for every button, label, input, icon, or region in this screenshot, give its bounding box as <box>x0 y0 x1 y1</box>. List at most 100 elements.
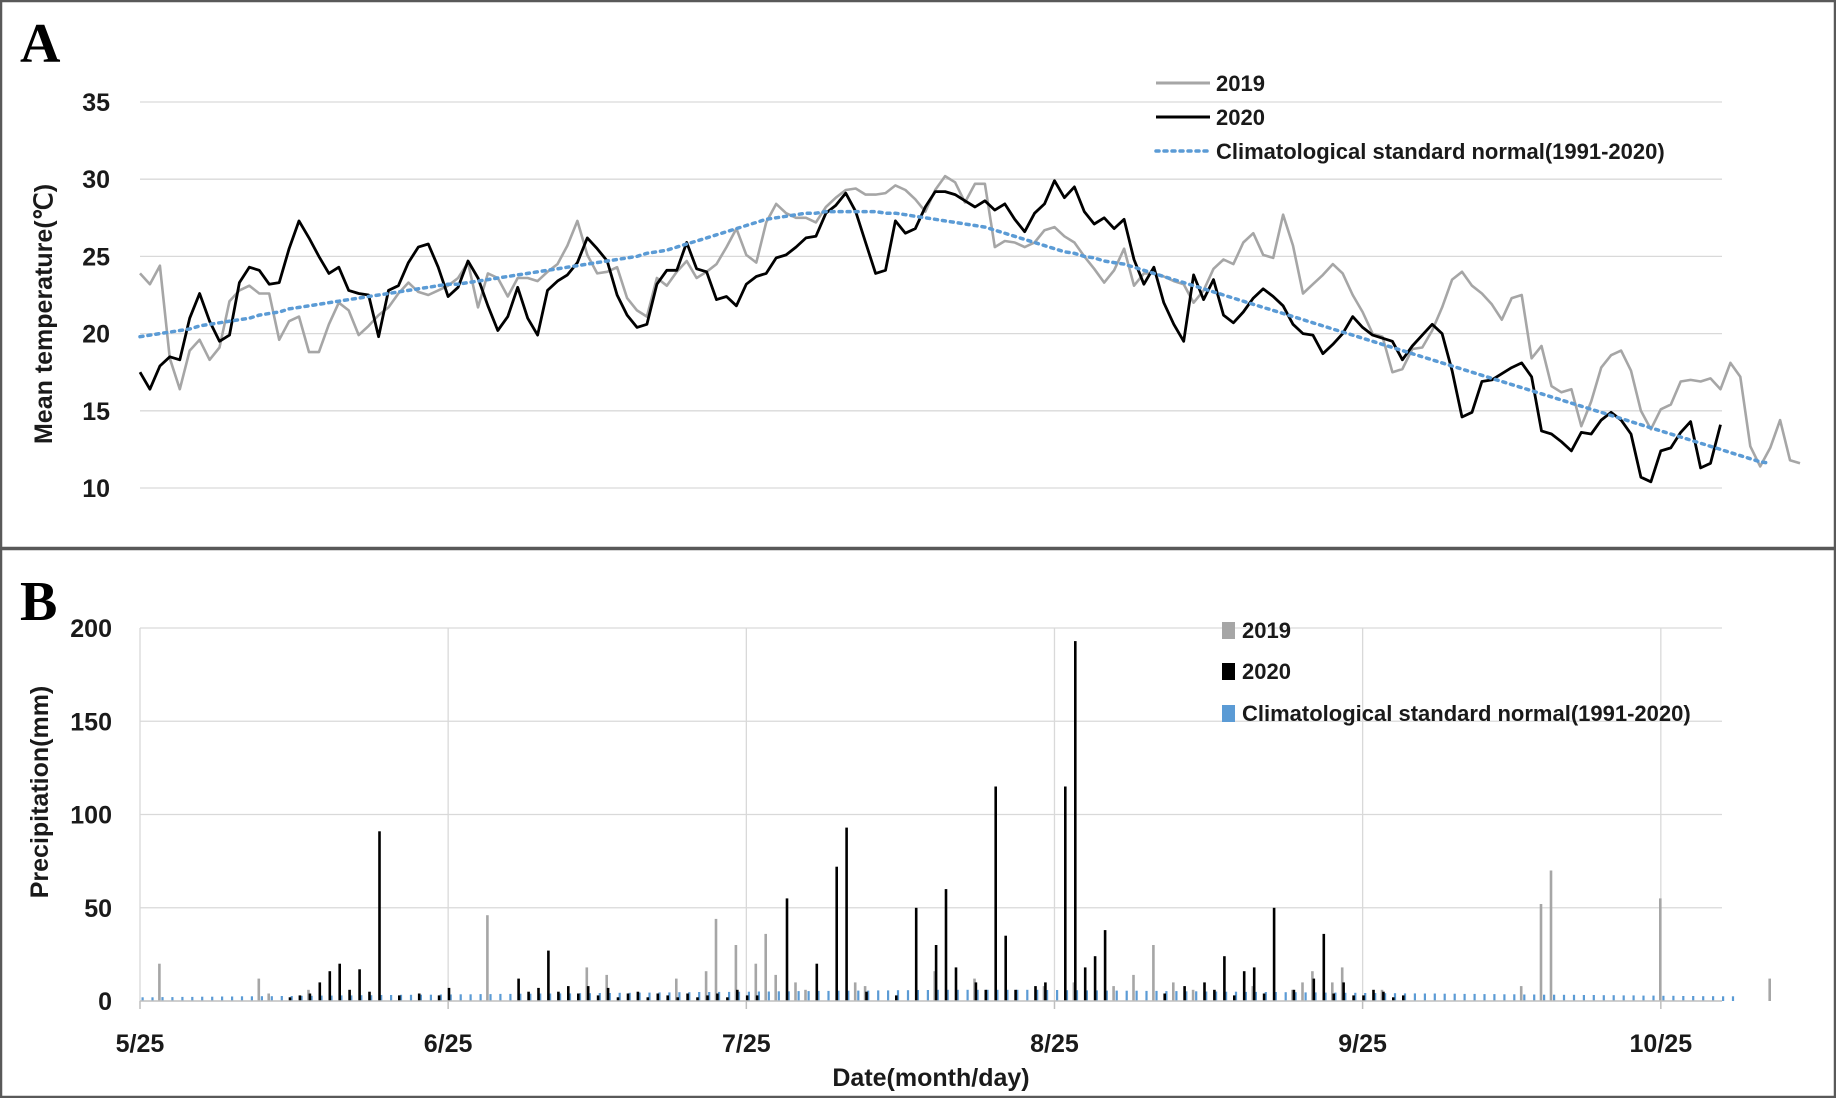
precip-2019-bars <box>158 870 1771 1001</box>
precip-2019-bar <box>754 963 758 1001</box>
normal-precip-bar <box>658 992 661 1001</box>
normal-precip-bar <box>1284 992 1287 1001</box>
normal-precip-bar <box>320 995 323 1001</box>
normal-precip-bar <box>698 992 701 1001</box>
precip-2019-bar <box>1152 945 1155 1001</box>
panel-a-y-axis-label: Mean temperature(℃) <box>30 184 58 444</box>
normal-precip-bar <box>847 990 850 1001</box>
normal-precip-bar <box>1503 994 1506 1001</box>
normal-precip-bar <box>1125 990 1128 1001</box>
panel-b-frame <box>0 547 1836 1098</box>
normal-precip-bar <box>877 990 880 1001</box>
temperature-normal-line <box>138 209 1772 466</box>
panel-a-y-ticks: 10 15 20 25 30 35 <box>82 89 110 503</box>
precip-2019-bar <box>1549 870 1553 1001</box>
normal-precip-bar <box>1334 992 1337 1001</box>
panel-b-y-tick-label: 50 <box>84 895 112 923</box>
precip-2019-bar <box>714 918 718 1001</box>
normal-precip-bar <box>1403 993 1407 1001</box>
normal-precip-bar <box>568 993 572 1001</box>
precip-2020-bar <box>974 982 978 1001</box>
normal-precip-bar <box>896 990 900 1001</box>
normal-precip-bar <box>737 991 741 1001</box>
precip-2020-bar <box>517 978 520 1001</box>
normal-precip-bar <box>628 992 631 1001</box>
precip-2020-bar <box>646 997 650 1001</box>
normal-precip-bar <box>1622 995 1625 1001</box>
precip-2019-bar <box>1191 989 1195 1001</box>
panel-b-y-ticks: 0 50 100 150 200 <box>70 615 112 1016</box>
normal-precip-bar <box>668 992 671 1001</box>
precip-2020-bar <box>1392 997 1395 1001</box>
precip-2020-bar <box>1044 982 1047 1001</box>
panel-b-y-tick-label: 200 <box>70 615 112 643</box>
normal-precip-bar <box>996 989 999 1001</box>
precip-2020-bar <box>736 989 739 1001</box>
precip-2020-bar <box>1382 991 1385 1001</box>
panel-b-x-tick-label: 5/25 <box>116 1030 165 1058</box>
precip-2020-bar <box>984 989 988 1001</box>
normal-precip-bar <box>777 991 780 1001</box>
precip-2020-bar <box>328 971 332 1001</box>
normal-precip-bar <box>1463 993 1466 1001</box>
precip-2020-bar <box>1103 930 1107 1001</box>
normal-precip-bar <box>1413 993 1416 1001</box>
precip-2019-bar <box>1042 986 1046 1001</box>
normal-precip-bar <box>330 995 333 1001</box>
precip-2019-bar <box>267 993 270 1001</box>
normal-precip-bar <box>578 993 582 1001</box>
precip-2020-bar <box>586 986 590 1001</box>
normal-precip-bar <box>409 994 413 1001</box>
normal-precip-bar <box>1682 996 1685 1001</box>
precip-2020-bar <box>1332 993 1335 1001</box>
normal-precip-bar <box>807 991 810 1001</box>
precip-2020-bar <box>527 991 530 1001</box>
normal-precip-bar <box>1185 991 1188 1001</box>
panel-b-letter: B <box>20 571 57 633</box>
panel-b-y-tick-label: 150 <box>70 708 112 736</box>
precip-2020-bar <box>676 997 679 1001</box>
normal-precip-bar <box>260 996 263 1001</box>
normal-precip-bar <box>867 990 870 1001</box>
normal-precip-bar <box>300 995 303 1001</box>
precip-2020-bar <box>1074 641 1077 1001</box>
normal-precip-bar <box>529 993 532 1001</box>
precip-2019-bar <box>605 974 608 1001</box>
precip-2020-bar <box>914 907 918 1002</box>
normal-precip-bar <box>370 995 373 1001</box>
precip-2020-bar <box>835 866 838 1001</box>
normal-precip-bar <box>1314 992 1317 1001</box>
precip-2020-bar <box>616 997 620 1001</box>
legend-a-normal-label: Climatological standard normal(1991-2020… <box>1216 139 1665 164</box>
normal-precip-bar <box>1046 990 1049 1001</box>
precip-2020-bar <box>537 987 540 1001</box>
normal-precip-bar <box>519 993 522 1001</box>
normal-precip-bar <box>221 996 224 1001</box>
precip-2020-bar <box>716 993 719 1001</box>
normal-precip-bar <box>390 995 393 1001</box>
precip-2020-bar <box>1342 982 1345 1001</box>
panel-a-y-tick-label: 10 <box>82 475 110 503</box>
precip-2019-bar <box>1519 986 1523 1001</box>
panel-b-y-tick-label: 100 <box>70 802 112 830</box>
temperature-2019-line <box>139 174 1801 468</box>
precip-2020-bar <box>606 987 610 1001</box>
normal-precip-bar <box>1423 993 1426 1001</box>
precip-2019-bar <box>1132 974 1135 1001</box>
normal-precip-bar <box>399 994 403 1001</box>
precip-2020-bar <box>686 993 689 1001</box>
normal-precip-bar <box>1115 990 1118 1001</box>
precip-2020-bar <box>656 993 660 1001</box>
normal-precip-bar <box>1632 995 1635 1001</box>
normal-precip-bar <box>1095 990 1098 1001</box>
precip-2019-bar <box>933 971 936 1001</box>
normal-precip-bar <box>1254 991 1257 1001</box>
precip-2019-bar <box>1311 971 1314 1001</box>
normal-precip-bar <box>1384 993 1387 1001</box>
precip-2020-bars <box>288 641 1405 1002</box>
normal-precip-bar <box>1612 995 1615 1001</box>
normal-precip-bar <box>1712 996 1715 1001</box>
normal-precip-bar <box>1374 993 1377 1001</box>
normal-precip-bar <box>429 994 432 1001</box>
normal-precip-bar <box>549 993 552 1001</box>
